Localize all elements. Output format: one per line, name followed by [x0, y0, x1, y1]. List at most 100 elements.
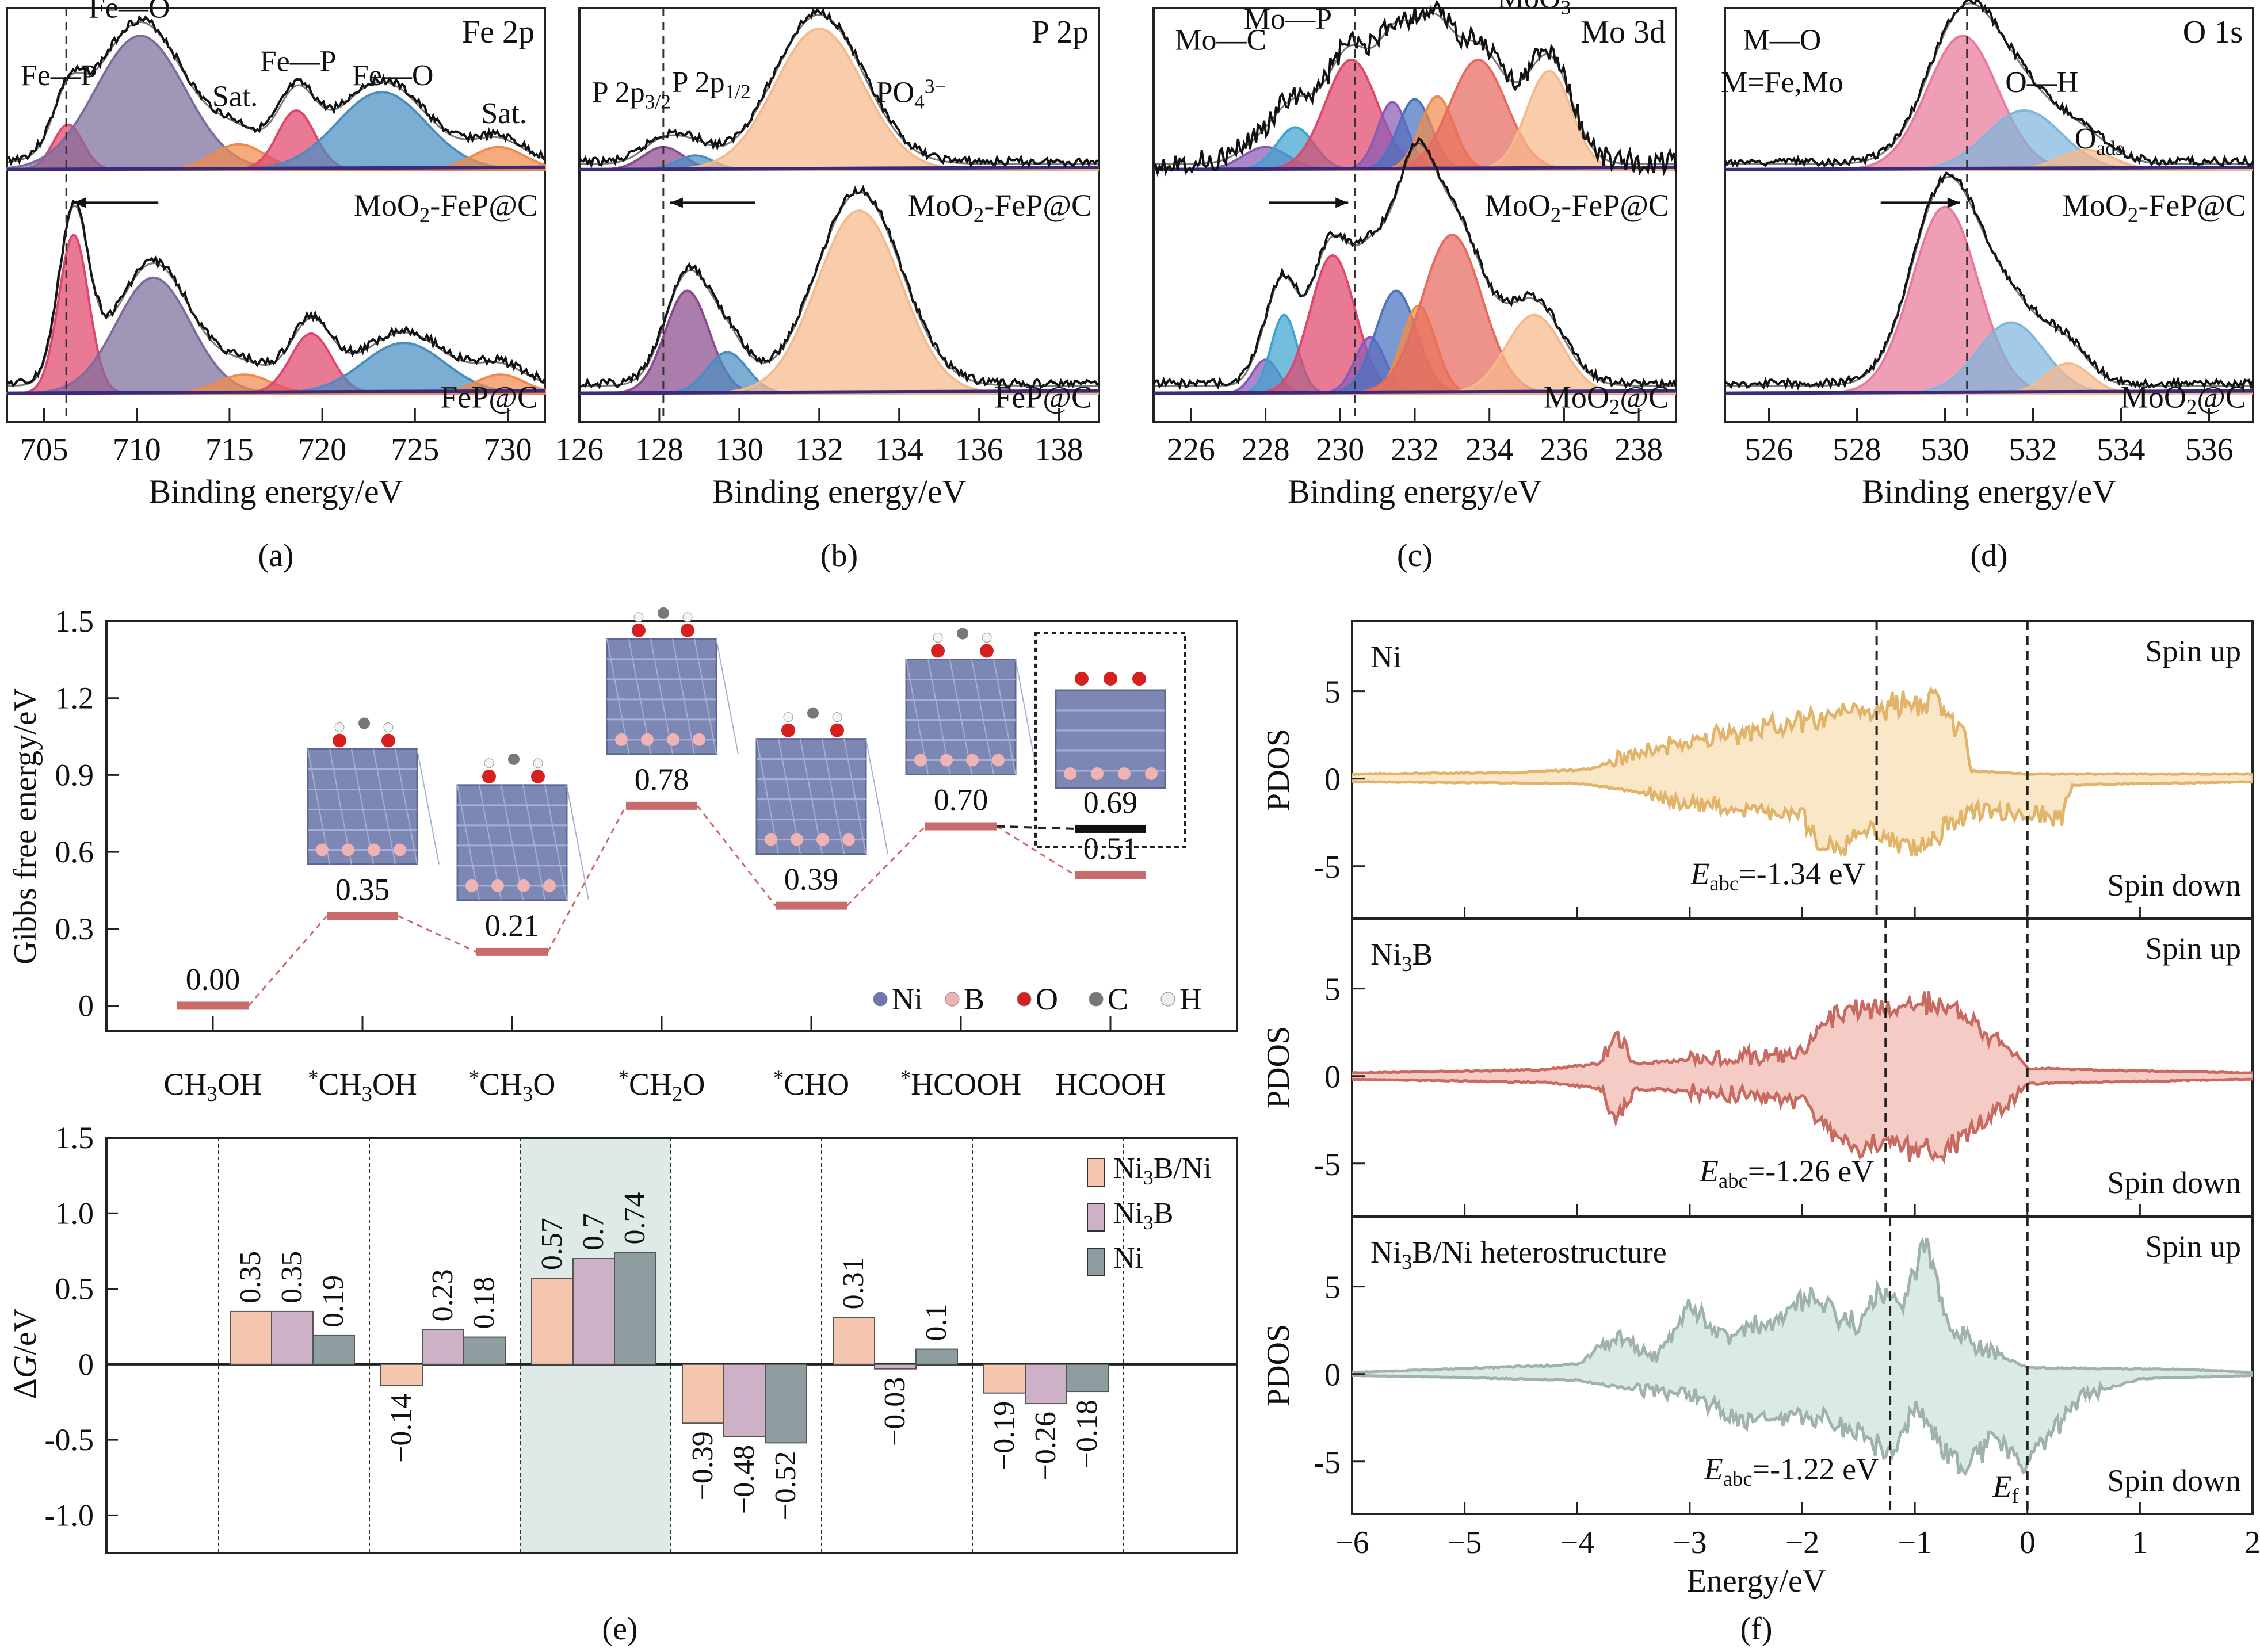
sample-label: FeP@C — [994, 380, 1092, 415]
adsorbate-structure-image — [905, 628, 1038, 775]
bar-value-label: 0.74 — [619, 1192, 651, 1245]
y-tick-label: 0 — [1324, 1060, 1341, 1095]
energy-level-bar — [626, 801, 697, 810]
cooh-structure-image — [1055, 672, 1166, 789]
sample-label-part: MoO — [354, 188, 419, 223]
y-tick-label: 0.6 — [55, 835, 94, 869]
peak-annotation: PO43− — [876, 75, 946, 113]
oxygen-atom — [1075, 672, 1089, 686]
peak-annotation-part: 4 — [914, 90, 925, 113]
d-band-center-label-part: abc — [1723, 1467, 1753, 1490]
boron-atom — [615, 733, 628, 746]
peak-annotation-part: O — [2075, 123, 2097, 155]
x-tick-label: 526 — [1745, 432, 1793, 468]
background-line — [1153, 165, 1677, 171]
sample-label-part: 2 — [974, 203, 984, 227]
background-line — [579, 165, 1100, 171]
peak-annotation-part: P 2p — [592, 76, 645, 109]
x-category-label-part: O — [682, 1067, 705, 1102]
peak-annotation-part: MoO — [1498, 0, 1561, 14]
spin-down-label: Spin down — [2107, 1463, 2241, 1498]
y-axis-label-part: Δ — [7, 1378, 43, 1399]
peak-annotation-part: Sat. — [212, 81, 258, 113]
peak-annotation: O—H — [2005, 66, 2078, 99]
y-tick-label: 0 — [1324, 762, 1341, 798]
spin-up-dos-line — [1352, 991, 2253, 1074]
peak-annotation-part: O—H — [2005, 66, 2078, 99]
x-tick-label: 132 — [795, 432, 843, 468]
lattice-line — [843, 739, 866, 854]
fermi-level-label-part: f — [2012, 1484, 2020, 1508]
core-level-title: Fe 2p — [462, 14, 535, 50]
boron-atom — [940, 754, 953, 767]
pdos-system-label-part: Ni — [1370, 1235, 1402, 1269]
x-category-label: *CH3O — [469, 1066, 556, 1106]
d-band-center-label-part: =-1.26 eV — [1748, 1154, 1874, 1188]
x-tick-label: 230 — [1316, 432, 1364, 468]
x-category-label-part: 2 — [672, 1082, 682, 1106]
sample-label-part: MoO — [908, 188, 974, 223]
sample-label-part: MoO — [1485, 188, 1551, 223]
lattice-line — [522, 785, 545, 901]
boron-atom — [842, 833, 855, 846]
energy-value-label: 0.39 — [784, 862, 839, 897]
x-category-label: HCOOH — [1055, 1067, 1166, 1102]
envelope-fit-line — [1725, 2, 2253, 165]
d-band-center-label: Eabc=-1.22 eV — [1704, 1452, 1879, 1490]
hydrogen-atom — [933, 633, 943, 643]
d-band-center-label-part: E — [1699, 1154, 1719, 1188]
bar-nibni — [531, 1278, 574, 1365]
pdos-system-label-part: Ni — [1370, 937, 1402, 972]
energy-level-bar — [476, 947, 548, 956]
carbon-atom — [658, 607, 669, 619]
sample-label-part: MoO — [1544, 380, 1609, 415]
bar-ni — [312, 1334, 355, 1365]
y-axis-label: PDOS — [1261, 1324, 1296, 1406]
bar-value-label: 0.1 — [920, 1304, 953, 1341]
legend-label-part: B/Ni — [1154, 1152, 1212, 1185]
sample-label-part: 2 — [1609, 395, 1620, 419]
background-line — [6, 165, 545, 171]
boron-atom — [465, 879, 478, 892]
hydrogen-atom — [832, 712, 842, 722]
pdos-fill — [1352, 689, 2253, 856]
peak-annotation-part: ads — [2096, 136, 2123, 159]
core-level-title: O 1s — [2183, 14, 2243, 50]
pdos-system-label-part: 3 — [1402, 1250, 1412, 1274]
peak-annotation: P 2p1/2 — [672, 66, 751, 103]
cooh-branch-box: 0.69*COOH — [996, 632, 1186, 848]
spin-down-dos-line — [1352, 1077, 2253, 1164]
pathway-connector — [247, 915, 328, 1007]
lattice-line — [395, 749, 418, 865]
oxygen-atom — [980, 644, 994, 658]
peak-annotation-part: Fe—O — [352, 59, 434, 92]
adsorbate-structure-image — [307, 717, 440, 865]
bar-value-label: 0.23 — [426, 1269, 459, 1321]
bar-nibni — [230, 1310, 272, 1365]
legend-atom-swatch — [1160, 992, 1175, 1007]
bar-ni — [1066, 1363, 1109, 1393]
bar-ni — [463, 1336, 506, 1365]
x-category-label-part: OH — [372, 1067, 417, 1102]
sample-label: MoO2-FeP@C — [908, 188, 1092, 227]
y-tick-label: -5 — [1314, 1147, 1341, 1183]
spectrum-moo2-fep-c: MoO2-FeP@C — [6, 14, 546, 227]
y-tick-label: 0.5 — [55, 1272, 94, 1306]
adsorbate-structure-image — [755, 707, 888, 855]
energy-level-bar — [1075, 871, 1146, 879]
sample-label: MoO2-FeP@C — [2062, 188, 2246, 227]
envelope-fit-line — [1154, 142, 1676, 387]
sample-label-part: -FeP@C — [1561, 188, 1669, 223]
x-category-label-part: CH — [479, 1067, 522, 1102]
spectrum-moo2-c: MoO2@C — [1724, 171, 2254, 419]
peak-annotation-part: 2 — [1441, 0, 1452, 4]
envelope-fit-line — [7, 204, 545, 387]
spin-up-dos-line — [1352, 686, 2253, 776]
sample-label-part: -FeP@C — [2138, 188, 2246, 223]
hydrogen-atom — [533, 758, 543, 768]
x-tick-label: 126 — [555, 432, 604, 468]
bar-value-label: 0.7 — [577, 1213, 610, 1251]
x-tick-label: 530 — [1921, 432, 1969, 468]
